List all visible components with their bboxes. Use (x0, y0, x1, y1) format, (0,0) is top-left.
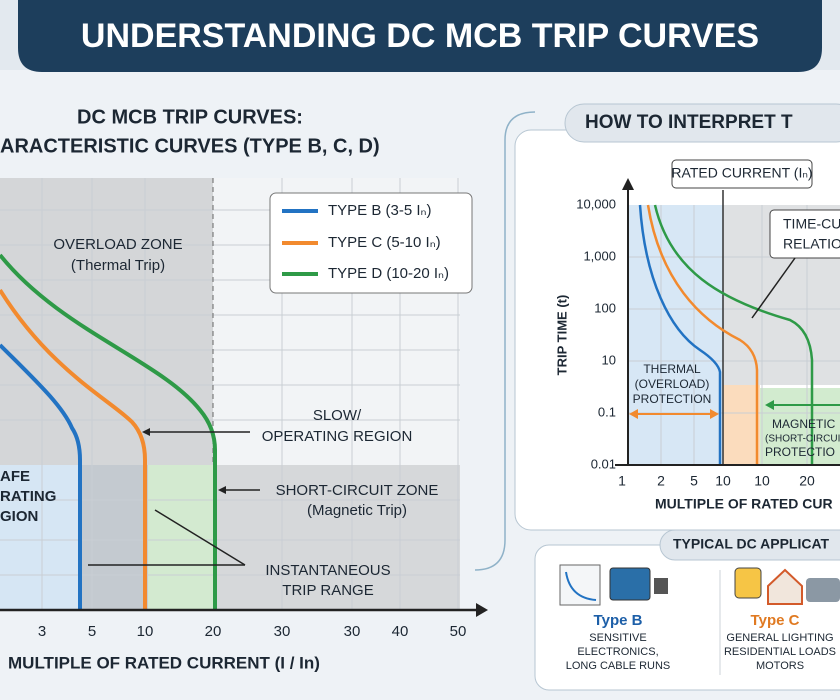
x-ticks: 1 2 5 10 10 20 (618, 473, 815, 489)
zone-label: RATING (0, 488, 56, 505)
curve-type-d (0, 253, 217, 610)
x-tick-label: 2 (657, 473, 665, 489)
zone-label: (SHORT-CIRCUI (765, 434, 840, 445)
app-desc: RESIDENTIAL LOADS (724, 646, 836, 658)
x-tick-label: 20 (799, 473, 815, 489)
callout: RATED CURRENT (Iₙ) (671, 165, 812, 181)
callout-box (671, 159, 813, 189)
zone-label: INSTANTANEOUS (265, 562, 390, 579)
x-ticks: 3 5 10 20 30 30 40 50 (38, 623, 467, 640)
zone-label: AFE (0, 468, 30, 485)
connector (474, 111, 536, 571)
callout: TIME-CU (783, 216, 840, 232)
short-circuit-zone (215, 465, 460, 610)
zone-label: (Magnetic Trip) (307, 502, 407, 519)
legend-label: TYPE D (10-20 Iₙ) (328, 265, 449, 282)
x-tick-label: 5 (88, 623, 96, 640)
callout: RELATIO (783, 236, 840, 252)
legend (269, 192, 473, 294)
legend-label: TYPE B (3-5 Iₙ) (328, 202, 432, 219)
zone-label: SHORT-CIRCUIT ZONE (276, 482, 439, 499)
zone-label: OPERATING REGION (262, 428, 413, 445)
x-tick-label: 10 (715, 473, 731, 489)
x-tick-label: 10 (137, 623, 154, 640)
chart-title: DC MCB TRIP CURVES: (77, 106, 303, 128)
x-tick-label: 30 (274, 623, 291, 640)
x-tick-label: 50 (450, 623, 467, 640)
pointer (154, 509, 246, 566)
x-tick-label: 5 (690, 473, 698, 489)
app-name: Type B (594, 612, 643, 629)
applications-title-bg (659, 529, 840, 561)
x-tick-label: 3 (38, 623, 46, 640)
range-arrow-head (629, 409, 719, 419)
icon (767, 568, 803, 605)
curve-type-c (0, 288, 147, 610)
curve-type-b (638, 204, 722, 465)
zone-label: GION (0, 508, 38, 525)
zone-label: (OVERLOAD) (635, 377, 710, 391)
callout-box (769, 209, 840, 259)
axis-arrow (476, 603, 488, 617)
icon (734, 567, 762, 599)
icon (565, 571, 597, 601)
pointer-head (218, 486, 226, 494)
y-tick-label: 0.1 (598, 404, 616, 419)
pointer-head (142, 428, 150, 436)
zone-label: PROTECTIO (765, 445, 835, 459)
zone-label: THERMAL (643, 362, 701, 376)
axis-arrow (622, 178, 634, 190)
applications-title: TYPICAL DC APPLICAT (673, 536, 830, 552)
thermal-zone (628, 205, 723, 465)
chart-title: ARACTERISTIC CURVES (TYPE B, C, D) (0, 135, 380, 157)
y-axis-label: TRIP TIME (t) (554, 295, 569, 376)
zone (148, 465, 215, 610)
panel-title: HOW TO INTERPRET T (585, 112, 793, 133)
y-ticks: 10,000 1,000 100 10 0.1 0.01 (576, 196, 616, 471)
zone-label: (Thermal Trip) (71, 257, 165, 274)
y-tick-label: 0.01 (591, 456, 616, 471)
icon (654, 578, 668, 594)
header-title: UNDERSTANDING DC MCB TRIP CURVES (81, 17, 759, 55)
x-tick-label: 40 (392, 623, 409, 640)
x-tick-label: 20 (205, 623, 222, 640)
pointer (751, 257, 796, 319)
x-tick-label: 1 (618, 473, 626, 489)
icon (609, 567, 651, 601)
curve-type-b (0, 343, 82, 610)
x-axis-label: MULTIPLE OF RATED CURRENT (I / In) (8, 653, 320, 672)
zone-label: MAGNETIC (772, 417, 836, 431)
y-tick-label: 10 (602, 352, 616, 367)
app-desc: MOTORS (756, 660, 804, 672)
zone-label: PROTECTION (633, 392, 712, 406)
y-tick-label: 100 (594, 300, 616, 315)
app-desc: LONG CABLE RUNS (566, 660, 671, 672)
zone-label: TRIP RANGE (282, 582, 373, 599)
legend-label: TYPE C (5-10 Iₙ) (328, 234, 441, 251)
app-desc: SENSITIVE (589, 632, 646, 644)
app-name: Type C (751, 612, 800, 629)
curve-type-d (653, 204, 814, 465)
y-tick-label: 1,000 (583, 248, 616, 263)
panel-title-bg (564, 103, 840, 143)
header-banner (18, 0, 822, 72)
range-arrow-head (765, 400, 774, 410)
x-axis-label: MULTIPLE OF RATED CUR (655, 496, 833, 512)
curve-type-c (646, 204, 759, 465)
x-tick-label: 10 (754, 473, 770, 489)
zone-label: SLOW/ (313, 407, 362, 424)
safe-zone (0, 465, 82, 610)
x-tick-label: 30 (344, 623, 361, 640)
zone (723, 385, 760, 465)
zone-label: OVERLOAD ZONE (53, 236, 182, 253)
zone (82, 465, 148, 610)
overload-zone (0, 178, 213, 465)
app-desc: GENERAL LIGHTING (726, 632, 833, 644)
icon (806, 578, 840, 602)
app-desc: ELECTRONICS, (577, 646, 658, 658)
y-tick-label: 10,000 (576, 196, 616, 211)
icon (559, 564, 601, 606)
